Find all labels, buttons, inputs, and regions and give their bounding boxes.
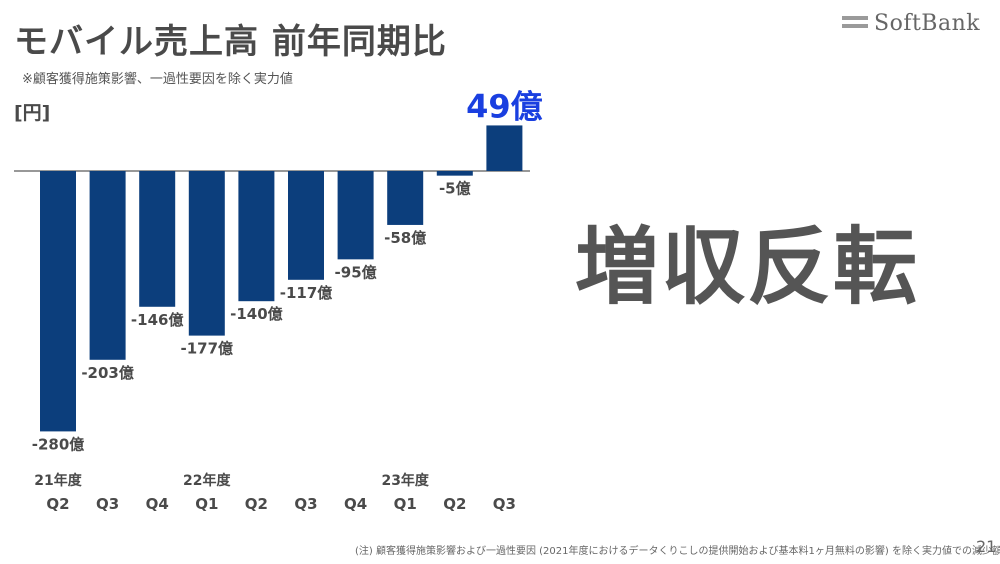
x-tick-label-1: Q3: [96, 495, 119, 513]
data-label-9: 49億: [466, 87, 543, 125]
data-label-0: -280億: [32, 435, 85, 453]
bar-5: [288, 171, 324, 280]
fiscal-year-label-1: 22年度: [183, 472, 231, 489]
callout-text: 増収反転: [575, 218, 920, 316]
x-tick-label-7: Q1: [394, 495, 417, 513]
logo-bars-icon: [842, 16, 868, 32]
fiscal-year-label-0: 21年度: [34, 472, 82, 489]
data-label-2: -146億: [131, 311, 184, 329]
bar-3: [188, 171, 225, 336]
bar-7: [387, 171, 424, 225]
bar-6: [337, 171, 374, 260]
y-unit-label: [円]: [14, 102, 51, 124]
bar-0: [40, 171, 76, 432]
bar-9: [486, 125, 523, 171]
bar-4: [238, 171, 275, 302]
data-label-7: -58億: [384, 229, 426, 247]
data-label-6: -95億: [335, 263, 377, 281]
fiscal-year-label-2: 23年度: [381, 472, 429, 489]
page-title: モバイル売上高 前年同期比: [14, 22, 447, 62]
x-tick-label-5: Q3: [294, 495, 317, 513]
x-tick-label-4: Q2: [245, 495, 268, 513]
bar-8: [436, 171, 473, 176]
logo-text: SoftBank: [874, 11, 981, 36]
data-label-8: -5億: [439, 180, 471, 198]
revenue-bar-chart: -280億 Q2 -203億 Q3 -146億 Q4 -177億 Q1 -140億 Q2 -117億…: [14, 87, 543, 513]
data-label-1: -203億: [81, 364, 134, 382]
bar-1: [89, 171, 126, 360]
softbank-logo: SoftBank: [842, 11, 992, 38]
x-tick-label-3: Q1: [195, 495, 218, 513]
bar-2: [139, 171, 176, 307]
x-tick-label-6: Q4: [344, 495, 367, 513]
x-tick-label-8: Q2: [443, 495, 466, 513]
data-label-5: -117億: [280, 284, 333, 302]
data-label-4: -140億: [230, 305, 283, 323]
x-tick-label-0: Q2: [46, 495, 69, 513]
data-label-3: -177億: [181, 340, 234, 358]
page-number: 21: [976, 537, 997, 556]
page-subtitle: ※顧客獲得施策影響、一過性要因を除く実力値: [22, 72, 293, 87]
x-tick-label-9: Q3: [493, 495, 516, 513]
x-tick-label-2: Q4: [146, 495, 169, 513]
footnote: (注) 顧客獲得施策影響および一過性要因 (2021年度におけるデータくりこしの…: [355, 546, 1000, 557]
